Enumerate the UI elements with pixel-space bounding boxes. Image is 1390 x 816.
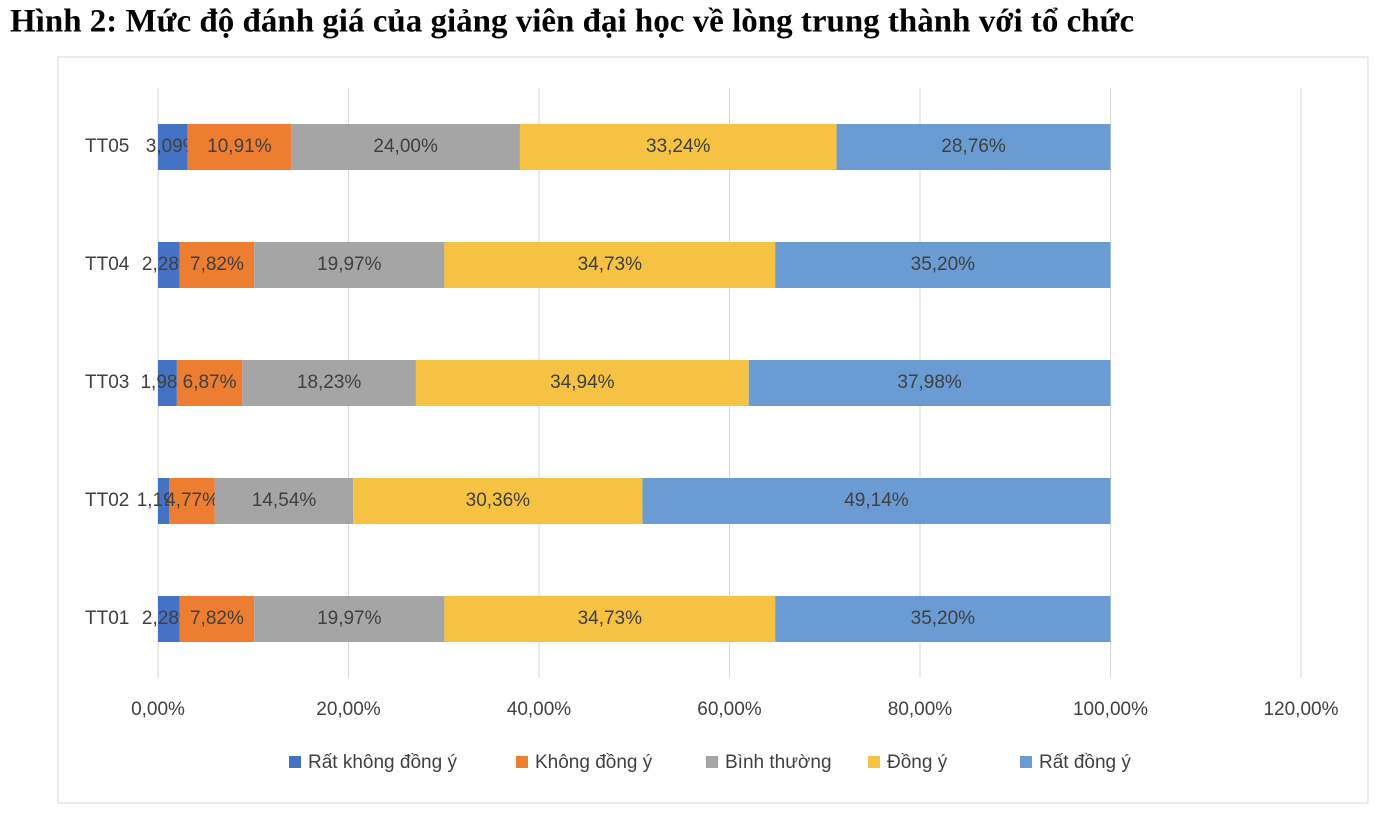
bar-segment xyxy=(169,478,215,524)
y-tick-label: TT02 xyxy=(85,490,129,511)
bar-segment xyxy=(158,124,188,170)
data-label: 28,76% xyxy=(941,136,1006,157)
bar-segment xyxy=(176,360,243,406)
bar-segment xyxy=(179,242,255,288)
data-label: 19,97% xyxy=(317,608,382,629)
bar-segment xyxy=(836,124,1111,170)
data-label: 7,82% xyxy=(190,608,244,629)
legend-swatch xyxy=(868,756,880,768)
data-label: 19,97% xyxy=(317,254,382,275)
data-label: 30,36% xyxy=(466,490,531,511)
x-tick-label: 80,00% xyxy=(888,699,953,720)
legend-swatch xyxy=(706,756,718,768)
bar-segment xyxy=(254,242,445,288)
y-tick-label: TT03 xyxy=(85,372,129,393)
chart-title: Hình 2: Mức độ đánh giá của giảng viên đ… xyxy=(10,4,1134,40)
data-label: 35,20% xyxy=(911,608,976,629)
data-label: 7,82% xyxy=(190,254,244,275)
data-label: 3,09% xyxy=(146,136,200,157)
data-label: 18,23% xyxy=(297,372,362,393)
bar-segment xyxy=(291,124,520,170)
legend-label: Rất không đồng ý xyxy=(308,752,457,773)
bar-segment xyxy=(214,478,354,524)
bar-segment xyxy=(179,596,255,642)
bar-segment xyxy=(444,596,776,642)
legend-swatch xyxy=(516,756,528,768)
bar-segment xyxy=(748,360,1111,406)
data-label: 33,24% xyxy=(646,136,711,157)
bar-segment xyxy=(775,242,1111,288)
data-label: 4,77% xyxy=(165,490,219,511)
legend-swatch xyxy=(1020,756,1032,768)
bar-segment xyxy=(158,478,170,524)
x-tick-label: 100,00% xyxy=(1073,699,1148,720)
bar-segment xyxy=(642,478,1111,524)
x-tick-label: 40,00% xyxy=(507,699,572,720)
bar-segment xyxy=(158,360,177,406)
legend-label: Không đồng ý xyxy=(535,752,653,773)
bar-segment xyxy=(187,124,292,170)
legend-label: Rất đồng ý xyxy=(1039,752,1131,773)
y-tick-label: TT05 xyxy=(85,136,129,157)
bar-segment xyxy=(415,360,749,406)
bar-segment xyxy=(444,242,776,288)
data-label: 6,87% xyxy=(183,372,237,393)
data-label: 37,98% xyxy=(897,372,962,393)
data-label: 10,91% xyxy=(207,136,272,157)
data-label: 34,73% xyxy=(578,608,643,629)
y-tick-label: TT04 xyxy=(85,254,130,275)
data-label: 49,14% xyxy=(844,490,909,511)
x-tick-label: 20,00% xyxy=(316,699,381,720)
data-label: 14,54% xyxy=(252,490,317,511)
bar-segment xyxy=(242,360,416,406)
bar-segment xyxy=(158,596,180,642)
data-label: 35,20% xyxy=(911,254,976,275)
legend-label: Bình thường xyxy=(725,752,832,773)
bar-segment xyxy=(775,596,1111,642)
bar-segment xyxy=(254,596,445,642)
legend-label: Đồng ý xyxy=(887,752,948,773)
x-tick-label: 60,00% xyxy=(697,699,762,720)
bar-segment xyxy=(519,124,837,170)
bar-segment xyxy=(353,478,643,524)
x-tick-label: 0,00% xyxy=(131,699,185,720)
data-label: 34,73% xyxy=(578,254,643,275)
data-label: 34,94% xyxy=(550,372,615,393)
data-label: 24,00% xyxy=(373,136,438,157)
legend-swatch xyxy=(289,756,301,768)
y-tick-label: TT01 xyxy=(85,608,129,629)
x-tick-label: 120,00% xyxy=(1263,699,1338,720)
bar-segment xyxy=(158,242,180,288)
chart-frame xyxy=(57,56,1369,804)
